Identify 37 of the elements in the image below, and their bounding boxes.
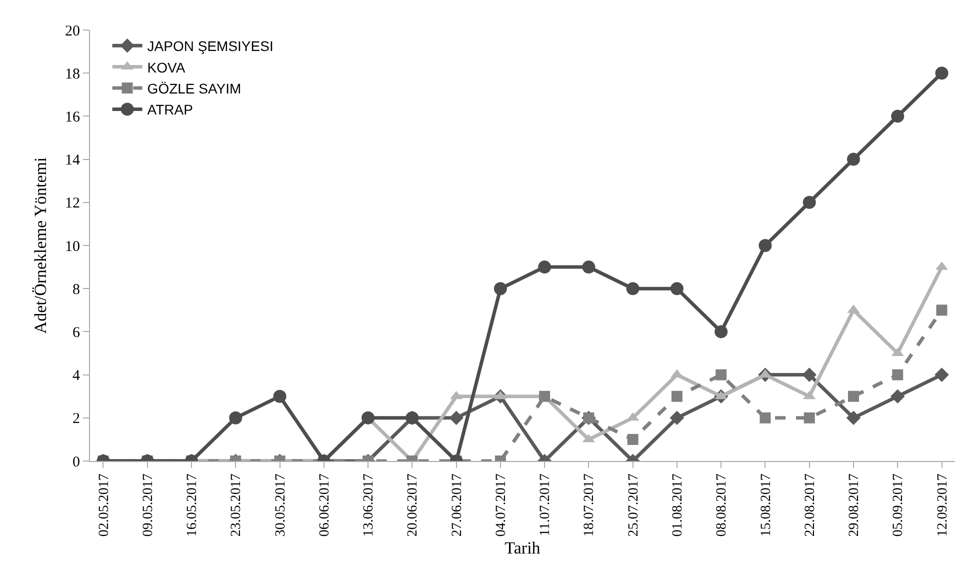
legend-label: JAPON ŞEMSIYESI — [147, 38, 274, 54]
x-tick-label: 22.08.2017 — [802, 474, 818, 537]
y-tick-label: 2 — [72, 411, 80, 428]
x-tick-label: 20.06.2017 — [406, 474, 421, 537]
x-tick-label: 12.09.2017 — [935, 474, 950, 537]
y-tick-label: 16 — [65, 109, 80, 126]
x-tick-label: 30.05.2017 — [273, 474, 288, 537]
y-tick-label: 18 — [65, 66, 80, 82]
x-tick-label: 06.06.2017 — [317, 474, 332, 537]
x-tick-label: 08.08.2017 — [714, 474, 730, 537]
y-axis-title: Adet/Örnekleme Yöntemi — [31, 157, 50, 334]
y-tick-label: 4 — [72, 368, 80, 384]
y-tick-label: 10 — [65, 238, 80, 255]
x-tick-label: 16.05.2017 — [185, 474, 200, 537]
y-tick-label: 12 — [65, 196, 80, 212]
legend-label: KOVA — [147, 59, 186, 76]
x-tick-label: 09.05.2017 — [140, 474, 156, 537]
y-tick-label: 14 — [65, 152, 80, 169]
x-tick-label: 02.05.2017 — [96, 474, 112, 537]
x-tick-label: 01.08.2017 — [670, 474, 686, 537]
x-tick-label: 18.07.2017 — [582, 474, 598, 537]
x-tick-label: 05.09.2017 — [891, 474, 906, 537]
x-tick-label: 11.07.2017 — [538, 474, 554, 536]
x-tick-label: 13.06.2017 — [362, 474, 377, 537]
x-tick-label: 25.07.2017 — [626, 474, 642, 537]
y-tick-label: 20 — [65, 23, 80, 40]
x-tick-label: 27.06.2017 — [450, 474, 465, 537]
x-tick-label: 15.08.2017 — [758, 474, 774, 537]
x-tick-label: 23.05.2017 — [229, 474, 244, 537]
legend-label: ATRAP — [147, 102, 193, 118]
y-tick-label: 6 — [72, 324, 80, 341]
x-tick-label: 29.08.2017 — [847, 474, 862, 537]
x-tick-label: 04.07.2017 — [494, 474, 509, 537]
y-tick-label: 0 — [72, 454, 80, 470]
legend-label: GÖZLE SAYIM — [147, 80, 242, 96]
y-tick-label: 8 — [72, 282, 80, 298]
x-axis-title: Tarih — [504, 538, 541, 558]
